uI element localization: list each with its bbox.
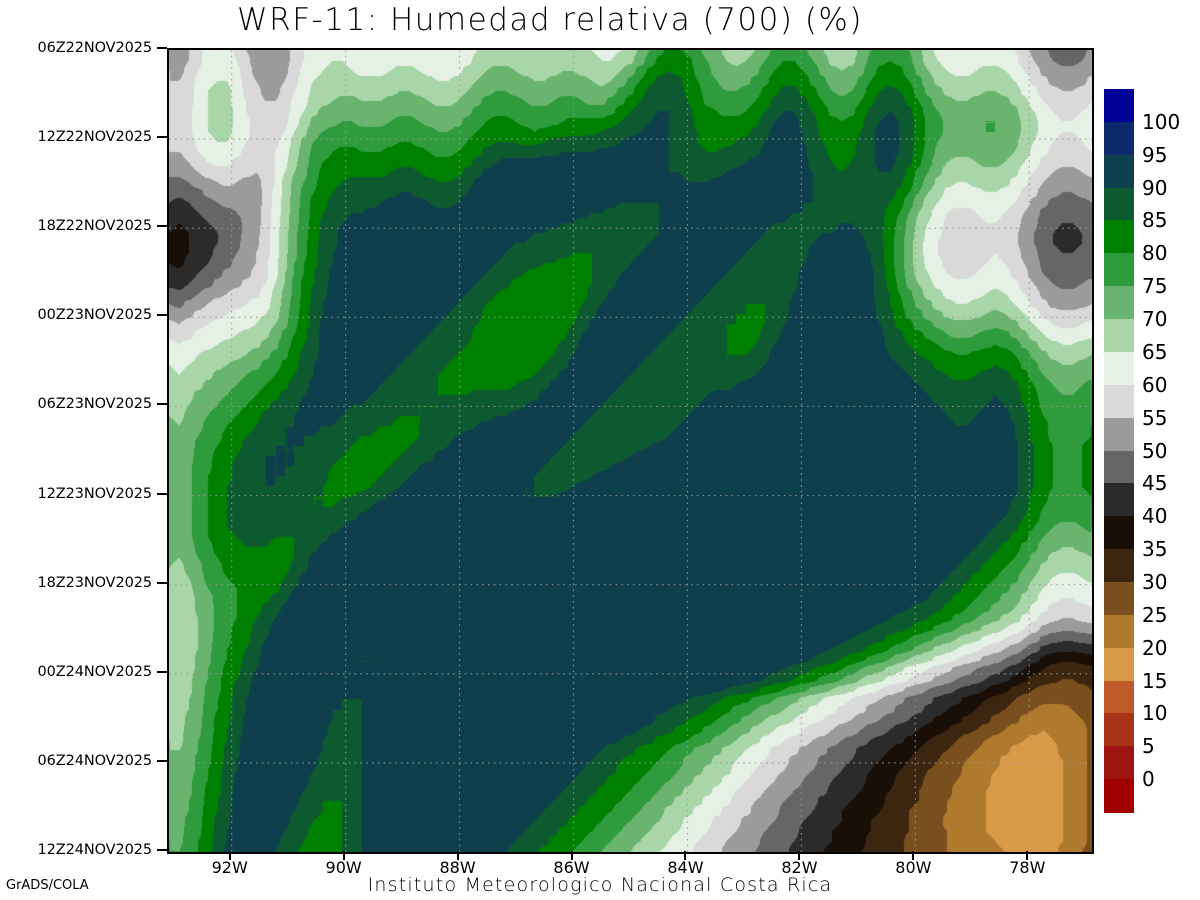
y-tick-mark [157,759,167,762]
x-tick-label: 84W [667,858,704,877]
x-tick-label: 80W [895,858,932,877]
colorbar-swatch [1104,220,1134,254]
colorbar-tick-label: 65 [1142,339,1168,364]
colorbar-swatch [1104,384,1134,419]
x-tick-label: 86W [553,858,590,877]
x-tick-mark [570,851,573,860]
colorbar-tick-label: 5 [1142,734,1155,759]
colorbar-swatch [1104,319,1134,353]
colorbar [1104,89,1134,813]
y-tick-mark [157,670,167,673]
y-tick-mark [157,581,167,584]
colorbar-tick-label: 75 [1142,274,1168,299]
x-tick-mark [684,851,687,860]
colorbar-swatch [1104,647,1134,682]
y-tick-mark [157,225,167,228]
colorbar-tick-label: 20 [1142,635,1168,660]
colorbar-tick-label: 10 [1142,701,1168,726]
colorbar-swatch [1104,516,1134,550]
y-tick-mark [157,136,167,139]
colorbar-swatch [1104,286,1134,320]
colorbar-swatch [1104,549,1134,583]
colorbar-tick-label: 80 [1142,241,1168,266]
x-tick-label: 92W [211,858,248,877]
colorbar-tick-label: 55 [1142,405,1168,430]
x-tick-label: 82W [781,858,818,877]
colorbar-swatch [1104,483,1134,517]
colorbar-swatch [1104,779,1134,813]
x-tick-mark [798,851,801,860]
y-tick-mark [157,849,167,851]
y-tick-label: 00Z24NOV2025 [37,663,153,680]
x-tick-label: 90W [325,858,362,877]
plot-area[interactable] [167,48,1094,854]
y-tick-label: 18Z22NOV2025 [37,218,153,235]
colorbar-swatch [1104,680,1134,714]
colorbar-swatch [1104,713,1134,747]
y-tick-label: 18Z23NOV2025 [37,574,153,591]
y-tick-label: 12Z22NOV2025 [37,129,153,146]
colorbar-tick-label: 15 [1142,668,1168,693]
colorbar-swatch [1104,450,1134,484]
colorbar-tick-label: 35 [1142,537,1168,562]
colorbar-swatch [1104,89,1134,123]
colorbar-tick-label: 90 [1142,175,1168,200]
y-axis: 06Z22NOV2025 12Z22NOV2025 18Z22NOV2025 00Z2… [0,0,153,900]
y-tick-label: 00Z23NOV2025 [37,307,153,324]
footer-institution: Instituto Meteorologico Nacional Costa R… [367,874,833,896]
colorbar-swatch [1104,253,1134,287]
colorbar-tick-label: 100 [1142,109,1181,134]
page-title: WRF-11: Humedad relativa (700) (%) [237,2,863,38]
colorbar-swatch [1104,121,1134,156]
colorbar-tick-label: 40 [1142,504,1168,529]
y-tick-label: 06Z24NOV2025 [37,752,153,769]
x-tick-label: 78W [1009,858,1046,877]
colorbar-tick-label: 70 [1142,307,1168,332]
y-tick-label: 12Z23NOV2025 [37,485,153,502]
y-tick-label: 06Z23NOV2025 [37,396,153,413]
x-tick-mark [456,851,459,860]
y-tick-mark [157,492,167,495]
x-tick-label: 88W [439,858,476,877]
y-tick-mark [157,403,167,406]
y-tick-label: 12Z24NOV2025 [37,842,153,858]
x-tick-mark [1026,851,1029,860]
colorbar-tick-label: 95 [1142,142,1168,167]
colorbar-swatch [1104,187,1134,222]
colorbar-tick-label: 0 [1142,767,1155,792]
colorbar-tick-label: 60 [1142,372,1168,397]
colorbar-tick-label: 25 [1142,602,1168,627]
y-tick-mark [157,314,167,317]
colorbar-swatch [1104,351,1134,386]
y-tick-mark [157,47,167,49]
y-tick-label: 06Z22NOV2025 [37,40,153,56]
colorbar-tick-label: 85 [1142,208,1168,233]
colorbar-swatch [1104,746,1134,780]
colorbar-tick-label: 45 [1142,471,1168,496]
contour-plot-canvas [169,50,1092,852]
x-tick-mark [342,851,345,860]
footer-attribution: GrADS/COLA [6,878,89,893]
x-tick-mark [912,851,915,860]
colorbar-tick-label: 30 [1142,569,1168,594]
colorbar-swatch [1104,581,1134,616]
colorbar-tick-label: 50 [1142,438,1168,463]
x-tick-mark [228,851,231,860]
colorbar-swatch [1104,154,1134,189]
colorbar-swatch [1104,614,1134,649]
colorbar-swatch [1104,417,1134,452]
